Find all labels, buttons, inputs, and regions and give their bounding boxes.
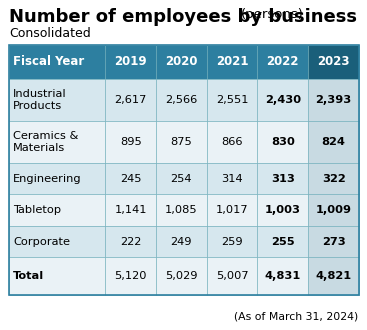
Bar	[105, 79, 156, 121]
Bar	[105, 121, 156, 163]
Bar	[156, 257, 207, 295]
Bar	[308, 121, 359, 163]
Bar	[308, 194, 359, 226]
Bar	[105, 163, 156, 194]
Text: (persons): (persons)	[240, 8, 303, 21]
Bar	[9, 121, 105, 163]
Text: Consolidated: Consolidated	[9, 27, 91, 40]
Text: 245: 245	[120, 174, 141, 184]
Bar	[156, 121, 207, 163]
Bar	[156, 194, 207, 226]
Bar	[156, 79, 207, 121]
Text: 4,821: 4,821	[316, 271, 352, 281]
Bar	[9, 194, 105, 226]
Bar	[308, 226, 359, 257]
Text: 273: 273	[322, 237, 345, 247]
Bar	[105, 226, 156, 257]
Text: Industrial
Products: Industrial Products	[13, 89, 67, 111]
Bar	[105, 45, 156, 79]
Text: 2021: 2021	[216, 55, 248, 68]
Bar	[207, 79, 258, 121]
Text: Engineering: Engineering	[13, 174, 82, 184]
Bar	[207, 194, 258, 226]
Bar	[258, 79, 308, 121]
Text: 5,007: 5,007	[216, 271, 248, 281]
Bar	[258, 121, 308, 163]
Bar	[105, 194, 156, 226]
Bar	[156, 226, 207, 257]
Text: 2,430: 2,430	[265, 95, 301, 105]
Text: 866: 866	[221, 137, 243, 147]
Text: Tabletop: Tabletop	[13, 205, 62, 215]
Bar	[9, 163, 105, 194]
Text: (As of March 31, 2024): (As of March 31, 2024)	[233, 312, 358, 322]
Bar	[258, 163, 308, 194]
Text: 255: 255	[271, 237, 295, 247]
Bar	[308, 163, 359, 194]
Text: 2,566: 2,566	[165, 95, 197, 105]
Text: 2020: 2020	[165, 55, 198, 68]
Text: 875: 875	[171, 137, 192, 147]
Text: Corporate: Corporate	[13, 237, 70, 247]
Bar	[258, 257, 308, 295]
Bar	[207, 45, 258, 79]
Text: 254: 254	[171, 174, 192, 184]
Text: 2019: 2019	[115, 55, 147, 68]
Text: 2,617: 2,617	[115, 95, 147, 105]
Text: 2,393: 2,393	[316, 95, 352, 105]
Text: 259: 259	[221, 237, 243, 247]
Text: 895: 895	[120, 137, 142, 147]
Text: 222: 222	[120, 237, 141, 247]
Text: 314: 314	[221, 174, 243, 184]
Bar	[9, 79, 105, 121]
Text: 824: 824	[321, 137, 345, 147]
Bar	[258, 226, 308, 257]
Text: 2023: 2023	[317, 55, 350, 68]
Text: Number of employees by business: Number of employees by business	[9, 8, 357, 26]
Bar	[308, 257, 359, 295]
Text: 1,141: 1,141	[115, 205, 147, 215]
Text: Ceramics &
Materials: Ceramics & Materials	[13, 131, 79, 153]
Text: 830: 830	[271, 137, 295, 147]
Bar	[156, 45, 207, 79]
Text: 2022: 2022	[266, 55, 299, 68]
Bar	[207, 257, 258, 295]
Text: 313: 313	[271, 174, 295, 184]
Text: Total: Total	[13, 271, 45, 281]
Bar	[308, 79, 359, 121]
Text: 1,085: 1,085	[165, 205, 198, 215]
Bar	[9, 226, 105, 257]
Text: 1,017: 1,017	[216, 205, 248, 215]
Text: 4,831: 4,831	[265, 271, 301, 281]
Bar	[9, 257, 105, 295]
Bar	[9, 45, 105, 79]
Text: 1,009: 1,009	[316, 205, 352, 215]
Text: 249: 249	[171, 237, 192, 247]
Text: 322: 322	[322, 174, 345, 184]
Text: 2,551: 2,551	[216, 95, 248, 105]
Bar	[258, 194, 308, 226]
Text: 5,120: 5,120	[115, 271, 147, 281]
Bar	[207, 226, 258, 257]
Text: Fiscal Year: Fiscal Year	[13, 55, 85, 68]
Text: 5,029: 5,029	[165, 271, 198, 281]
Bar	[258, 45, 308, 79]
Bar	[156, 163, 207, 194]
Bar	[207, 121, 258, 163]
Bar	[207, 163, 258, 194]
Text: 1,003: 1,003	[265, 205, 301, 215]
Bar	[105, 257, 156, 295]
Bar	[308, 45, 359, 79]
